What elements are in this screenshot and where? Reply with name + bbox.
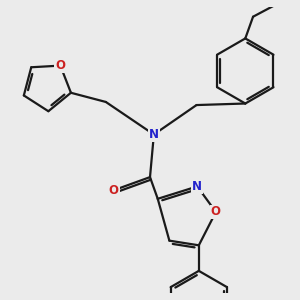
Text: O: O: [109, 184, 118, 197]
Text: O: O: [56, 59, 65, 72]
Text: N: N: [192, 180, 202, 193]
Text: N: N: [149, 128, 159, 141]
Text: O: O: [211, 206, 221, 218]
